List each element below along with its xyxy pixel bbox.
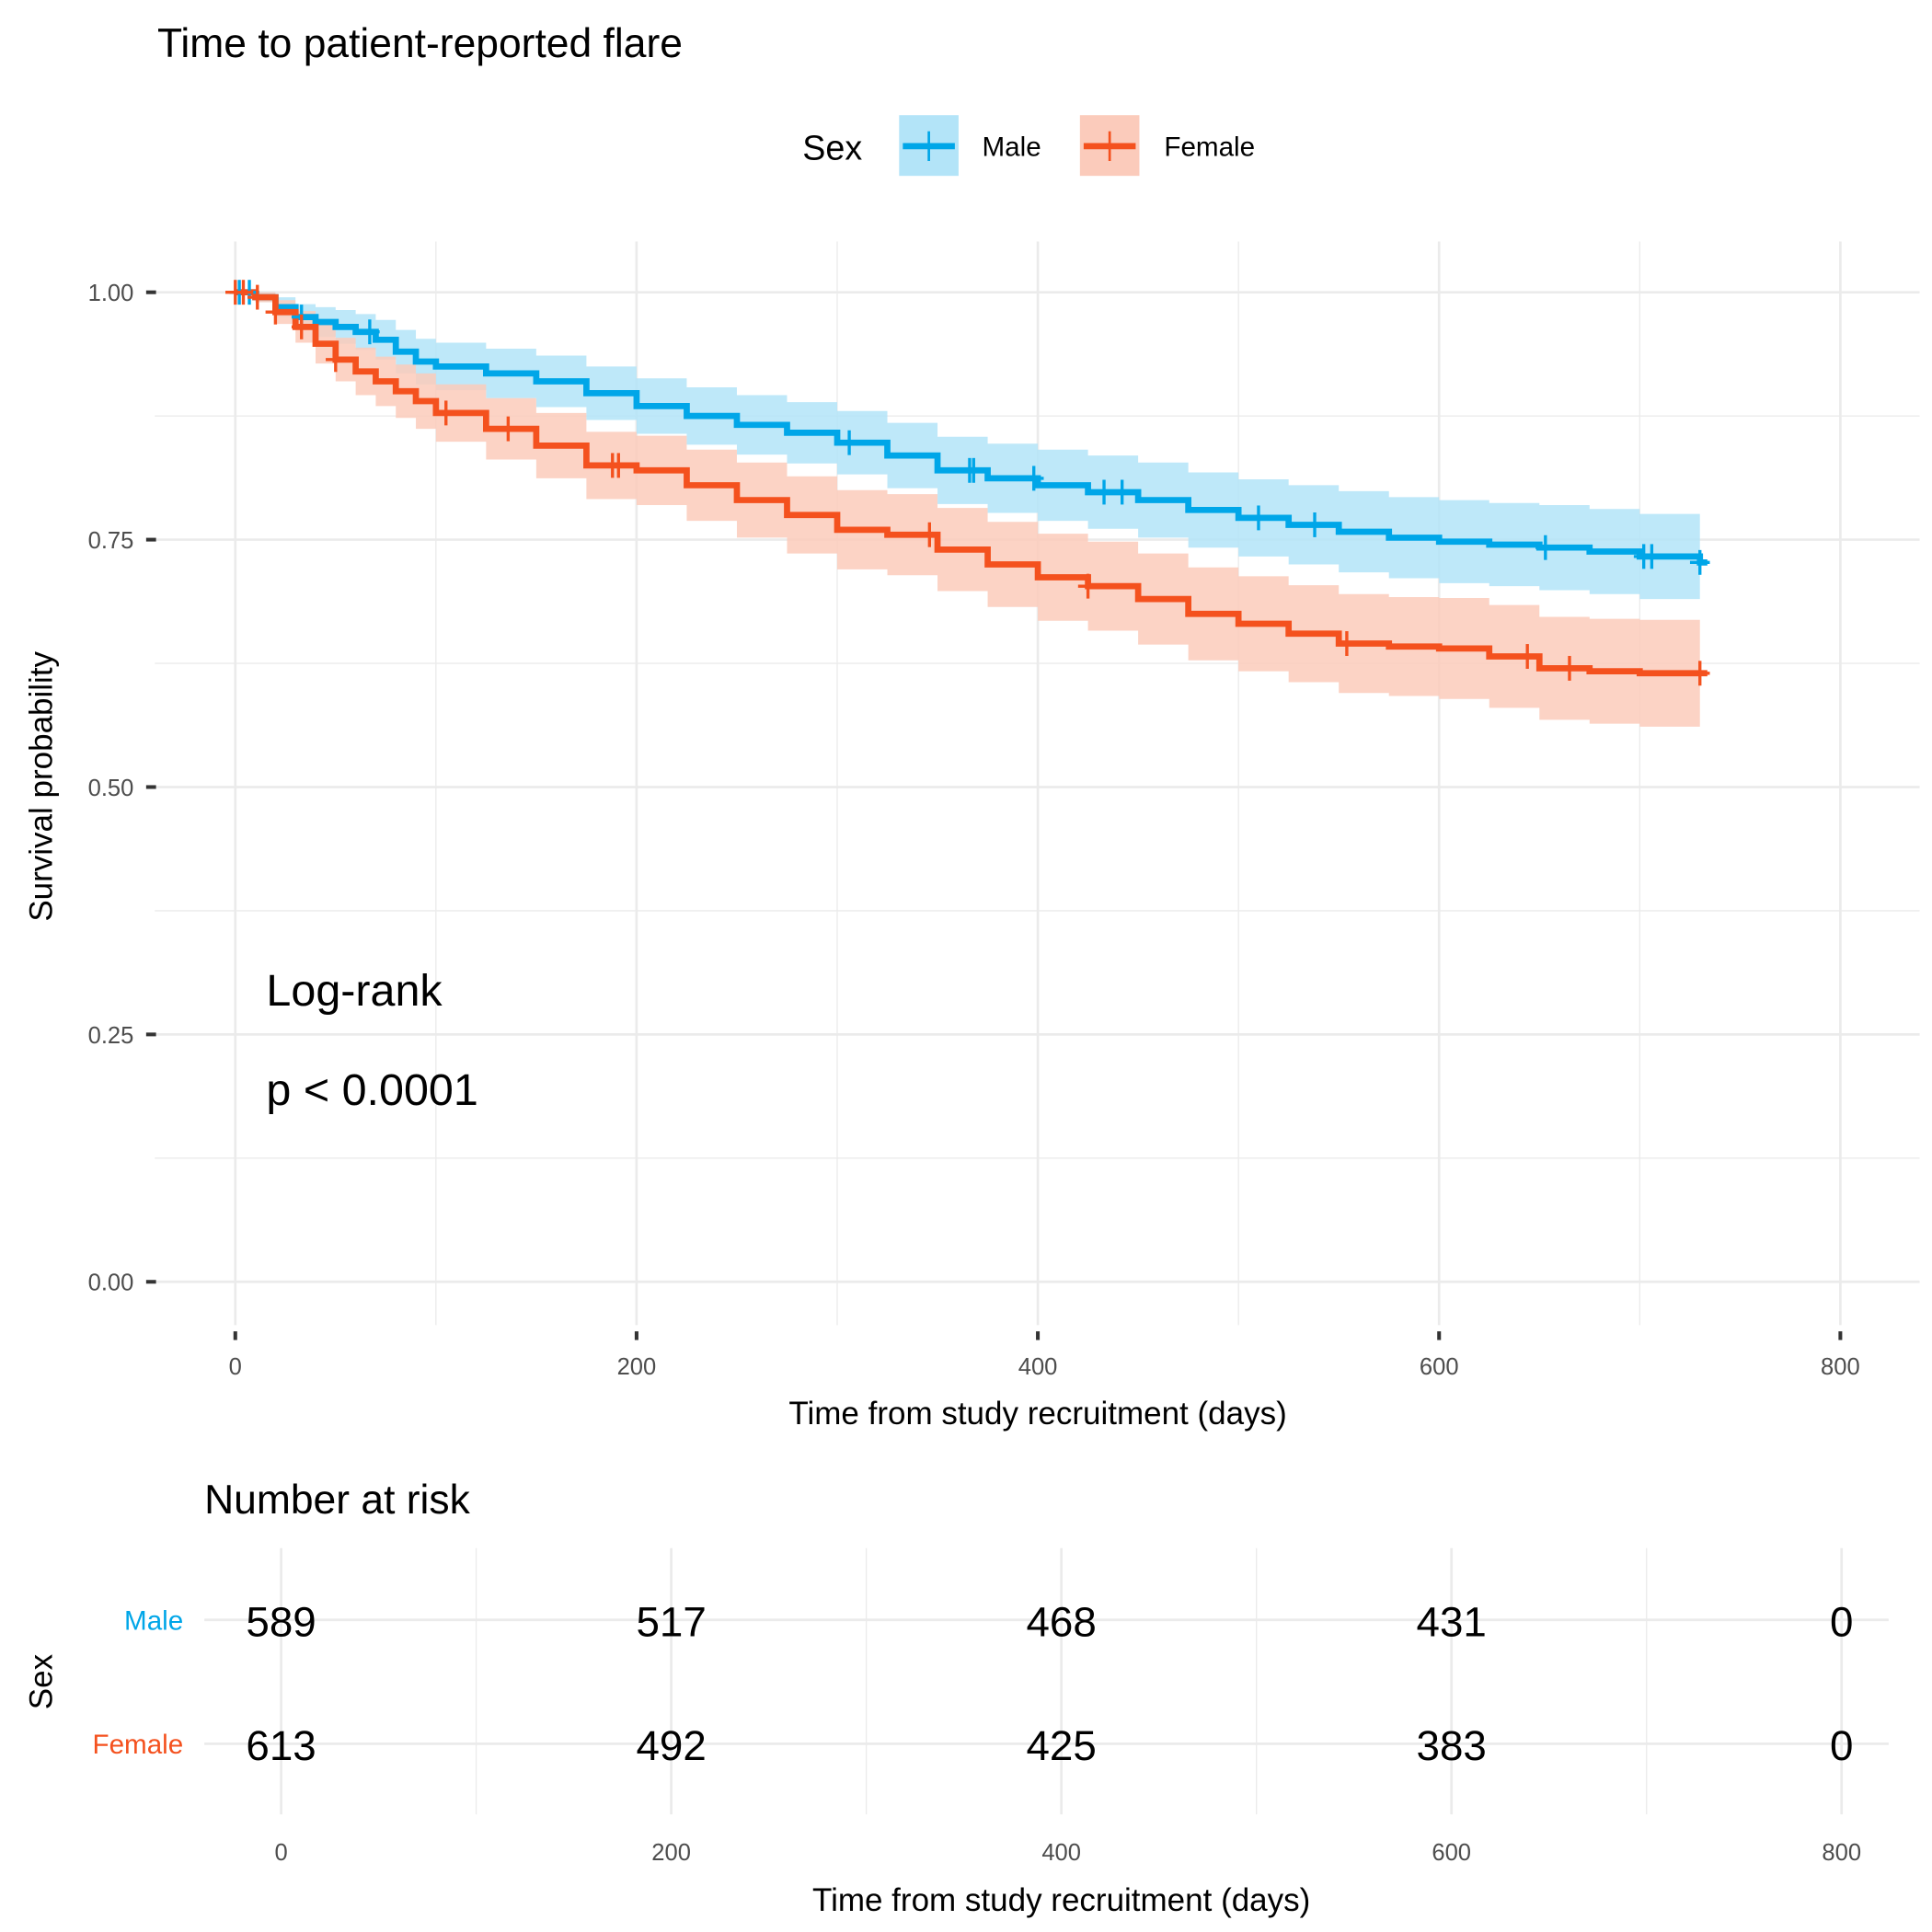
x-tick-label: 0 [229,1354,242,1380]
p-value-label: p < 0.0001 [266,1065,477,1115]
risk-cell: 517 [636,1598,706,1645]
y-tick-label: 0.75 [88,528,134,554]
risk-cell: 0 [1830,1722,1853,1769]
risk-row-label-female: Female [92,1730,183,1760]
legend: Sex Male Female [802,115,1255,177]
y-tick-label: 0.50 [88,776,134,801]
risk-cell: 613 [246,1722,316,1769]
risk-table-cells: 589 517 468 431 0 613 492 425 383 0 [246,1598,1853,1769]
y-tick-label: 1.00 [88,281,134,306]
risk-table-y-title: Sex [24,1653,60,1709]
y-tick-label: 0.25 [88,1023,134,1049]
risk-cell: 425 [1026,1722,1096,1769]
legend-item-female: Female [1079,115,1255,177]
x-tick-label: 400 [1018,1354,1058,1380]
survival-curve-female [235,289,1708,677]
y-tick-label: 0.00 [88,1271,134,1296]
risk-cell: 589 [246,1598,316,1645]
x-tick-label: 800 [1821,1354,1860,1380]
confidence-bands [235,292,1700,727]
censor-marks [225,280,1710,686]
main-plot-grid [155,241,1920,1326]
legend-title: Sex [802,129,862,167]
survival-curves [235,289,1708,677]
legend-label-male: Male [983,132,1041,163]
risk-cell: 383 [1417,1722,1487,1769]
risk-row-label-male: Male [124,1606,183,1637]
x-tick-label: 200 [617,1354,657,1380]
risk-x-tick-label: 400 [1041,1840,1081,1866]
ci-band-female [235,292,1700,727]
y-axis: 0.00 0.25 0.50 0.75 1.00 [88,281,156,1296]
risk-x-tick-label: 600 [1432,1840,1471,1866]
x-axis: 0 200 400 600 800 [229,1331,1860,1380]
survival-curve-male [235,289,1708,566]
risk-table-grid [204,1547,1889,1815]
risk-x-tick-label: 200 [651,1840,691,1866]
chart-title: Time to patient-reported flare [157,21,683,66]
legend-item-male: Male [899,115,1041,177]
risk-cell: 492 [636,1722,706,1769]
risk-x-tick-label: 0 [274,1840,287,1866]
risk-cell: 431 [1417,1598,1487,1645]
y-axis-title: Survival probability [24,650,60,921]
risk-cell: 468 [1026,1598,1096,1645]
risk-table-x-axis: 0 200 400 600 800 [274,1840,1861,1866]
risk-cell: 0 [1830,1598,1853,1645]
legend-label-female: Female [1164,132,1255,163]
risk-table-row-labels: Male Female [92,1606,183,1761]
risk-x-tick-label: 800 [1822,1840,1861,1866]
x-axis-title: Time from study recruitment (days) [788,1396,1286,1432]
risk-table-title: Number at risk [204,1478,471,1523]
risk-table-x-title: Time from study recruitment (days) [812,1882,1310,1918]
logrank-label: Log-rank [266,966,443,1016]
x-tick-label: 600 [1420,1354,1459,1380]
